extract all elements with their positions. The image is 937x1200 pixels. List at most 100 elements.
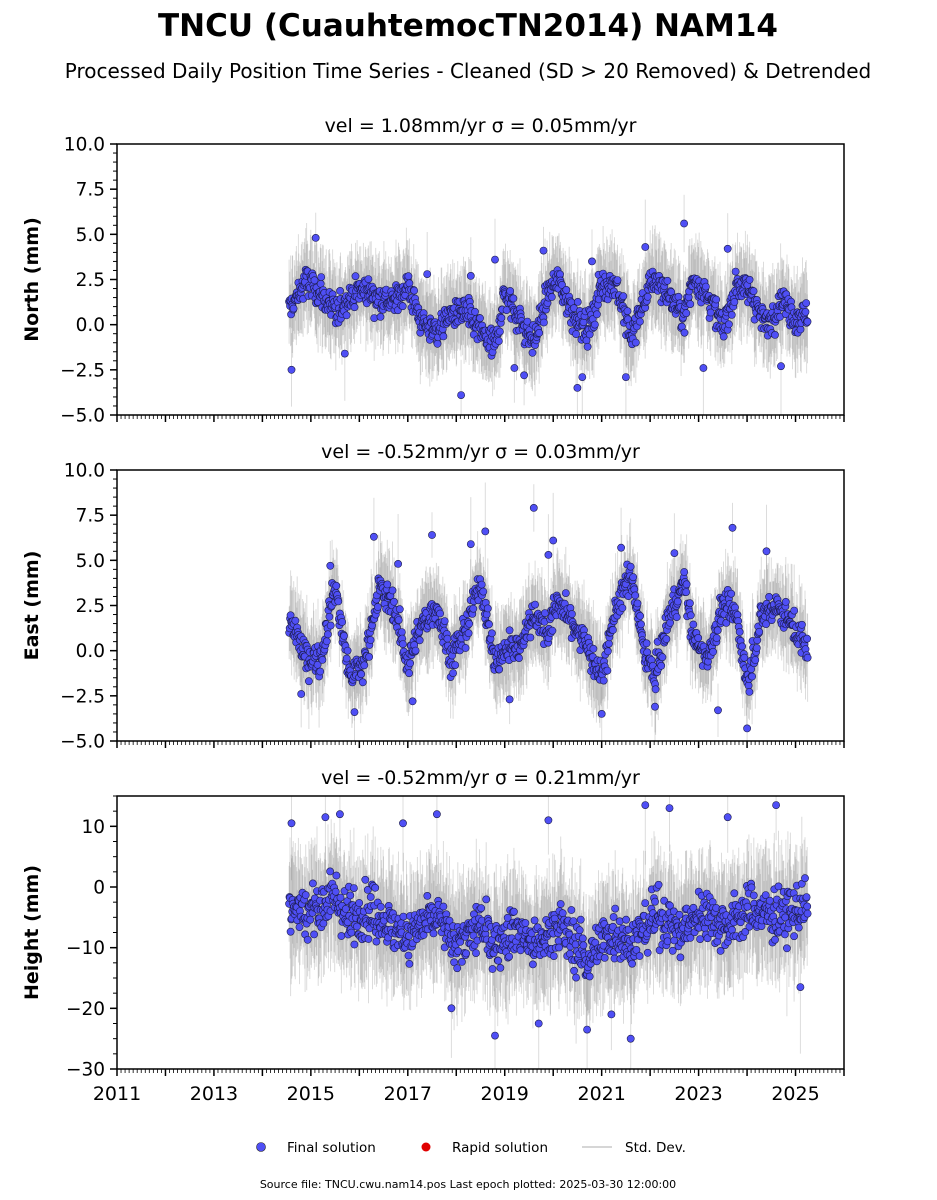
data-point [725, 320, 733, 329]
data-point [433, 339, 442, 348]
data-point [451, 661, 460, 669]
data-point [405, 669, 413, 678]
data-point [476, 314, 484, 323]
data-point [663, 276, 672, 285]
data-point [629, 573, 638, 582]
data-point [651, 685, 660, 694]
data-point [515, 654, 523, 662]
data-point [322, 637, 331, 646]
plot-area [285, 482, 812, 741]
panel-title: vel = 1.08mm/yr σ = 0.05mm/yr [325, 115, 637, 137]
data-point [713, 626, 722, 635]
data-point [548, 626, 557, 635]
data-point [408, 697, 417, 706]
data-point [651, 702, 659, 711]
data-point [358, 678, 367, 687]
data-point [531, 600, 539, 609]
y-tick-label: 2.5 [76, 270, 105, 291]
data-point [699, 364, 708, 372]
data-point [694, 634, 703, 642]
data-point [745, 688, 754, 696]
data-point [366, 636, 375, 644]
data-point [411, 646, 420, 655]
data-point [636, 612, 644, 620]
data-point [609, 626, 617, 634]
data-point [340, 632, 348, 640]
data-point [491, 255, 499, 264]
data-point [568, 610, 576, 618]
data-point [523, 317, 532, 326]
data-point [439, 332, 448, 341]
data-point [481, 527, 490, 536]
data-point [466, 540, 475, 548]
data-point [528, 348, 537, 357]
data-point [672, 613, 681, 621]
y-tick-label: 0.0 [76, 641, 105, 662]
data-point [702, 282, 710, 291]
data-point [603, 666, 612, 675]
data-point [485, 620, 493, 629]
data-point [666, 618, 674, 627]
data-point [613, 276, 622, 284]
y-tick-label: −5.0 [60, 732, 105, 753]
data-point [357, 670, 366, 679]
data-point [364, 275, 373, 283]
data-point [588, 257, 596, 266]
data-point [410, 286, 419, 295]
data-point [714, 706, 722, 715]
data-point [597, 710, 606, 718]
data-point [539, 246, 548, 255]
data-point [682, 309, 691, 318]
data-point [477, 580, 486, 589]
data-point [465, 619, 474, 628]
data-point [497, 313, 506, 322]
data-point [573, 383, 582, 392]
data-point [755, 627, 764, 636]
panel-title: vel = -0.52mm/yr σ = 0.03mm/yr [321, 441, 640, 463]
plot-area [285, 796, 812, 1069]
data-point [390, 597, 398, 606]
panel-3: vel = -0.52mm/yr σ = 0.21mm/yr Height (mm… [21, 767, 845, 1105]
data-point [350, 708, 359, 716]
data-point [589, 644, 598, 653]
data-point [351, 272, 360, 281]
y-tick-label: −2.5 [60, 686, 105, 707]
data-point [505, 695, 514, 704]
y-axis-label: East (mm) [21, 551, 43, 661]
data-point [520, 371, 528, 380]
data-point [751, 656, 760, 664]
data-point [562, 285, 571, 294]
data-point [631, 338, 640, 347]
data-point [578, 373, 587, 381]
data-point [709, 647, 717, 656]
data-point [573, 297, 582, 306]
final-solution-points [285, 219, 812, 399]
y-tick-label: 10.0 [64, 135, 105, 156]
data-point [326, 621, 335, 630]
data-point [404, 272, 413, 281]
data-point [801, 307, 810, 316]
data-point [383, 580, 392, 589]
data-point [572, 330, 580, 338]
data-point [682, 580, 691, 589]
data-point [798, 620, 806, 629]
y-tick-label: −5.0 [60, 406, 105, 427]
data-point [617, 543, 625, 552]
data-point [743, 724, 751, 733]
data-point [323, 630, 332, 639]
data-point [395, 605, 404, 614]
data-point [619, 292, 628, 301]
data-point [689, 620, 698, 629]
data-point [415, 636, 424, 645]
data-point [461, 644, 470, 652]
data-point [636, 317, 644, 326]
data-point [622, 373, 630, 381]
data-point [583, 342, 592, 351]
data-point [316, 667, 325, 676]
data-point [790, 606, 799, 615]
data-point [495, 327, 504, 336]
data-point [342, 654, 351, 663]
figure-subtitle: Processed Daily Position Time Series - C… [65, 59, 871, 83]
y-axis-label: Height (mm) [21, 865, 43, 1000]
